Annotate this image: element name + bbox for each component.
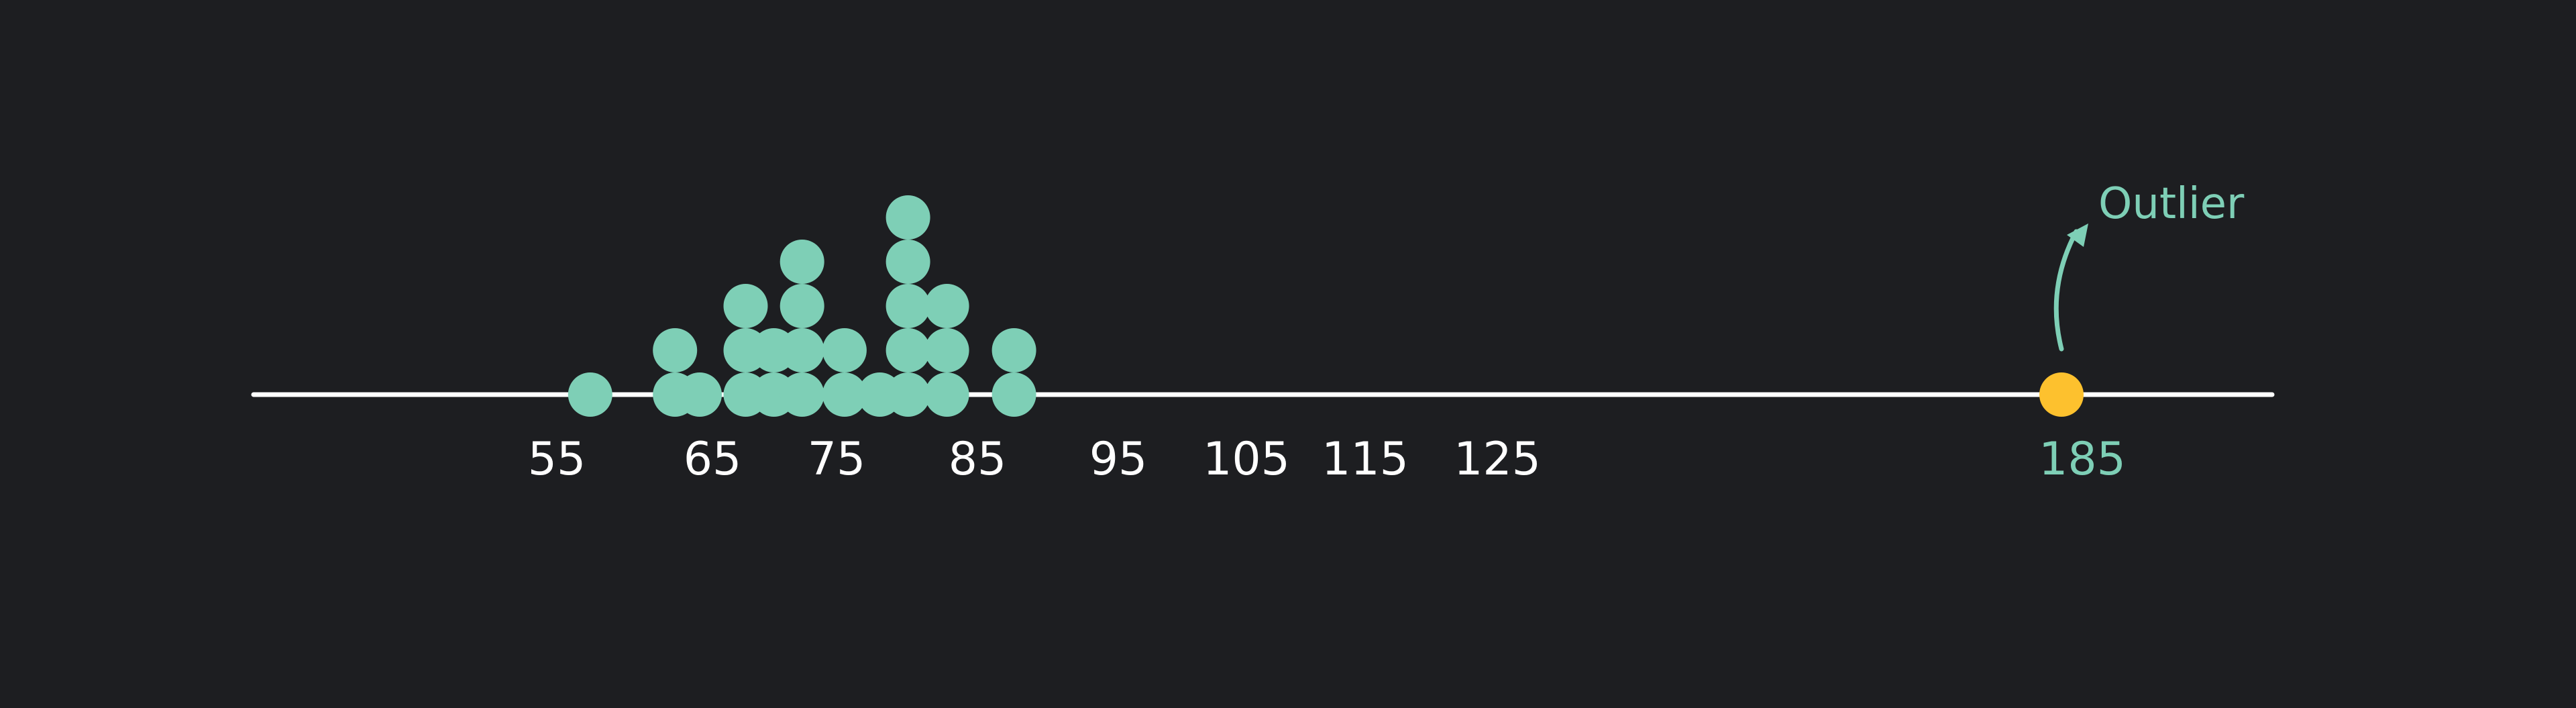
outlier-dot: [2039, 372, 2084, 417]
dot-10-1: [991, 328, 1036, 372]
tick-label-105: 105: [1203, 433, 1290, 486]
dot-8-0: [885, 372, 930, 417]
tick-label-55: 55: [528, 433, 586, 486]
dot-5-3: [780, 240, 824, 284]
dot-6-1: [822, 328, 867, 372]
outlier-group: Outlier 185: [2039, 179, 2245, 486]
outlier-annotation: Outlier: [2098, 179, 2245, 229]
tick-label-95: 95: [1089, 433, 1148, 486]
dot-9-0: [924, 372, 969, 417]
dot-8-2: [885, 284, 930, 328]
arrowhead-icon: [2067, 223, 2088, 247]
dots: [568, 195, 1036, 417]
dot-9-2: [924, 284, 969, 328]
dot-10-0: [991, 372, 1036, 417]
dot-6-0: [822, 372, 867, 417]
tick-label-65: 65: [684, 433, 742, 486]
dot-8-1: [885, 328, 930, 372]
dot-2-0: [678, 372, 722, 417]
dot-0-0: [568, 372, 612, 417]
dot-1-1: [653, 328, 698, 372]
dot-3-2: [723, 284, 768, 328]
tick-label-75: 75: [808, 433, 866, 486]
outlier-tick-label: 185: [2039, 433, 2126, 486]
dot-8-3: [885, 240, 930, 284]
dot-8-4: [885, 195, 930, 240]
tick-label-125: 125: [1454, 433, 1541, 486]
tick-labels: 55 65 75 85 95 105 115 125: [528, 433, 1541, 486]
dot-9-1: [924, 328, 969, 372]
tick-label-115: 115: [1322, 433, 1409, 486]
dot-5-0: [780, 372, 824, 417]
tick-label-85: 85: [949, 433, 1007, 486]
outlier-arrow: [2053, 229, 2079, 352]
dot-5-2: [780, 284, 824, 328]
dot-5-1: [780, 328, 824, 372]
